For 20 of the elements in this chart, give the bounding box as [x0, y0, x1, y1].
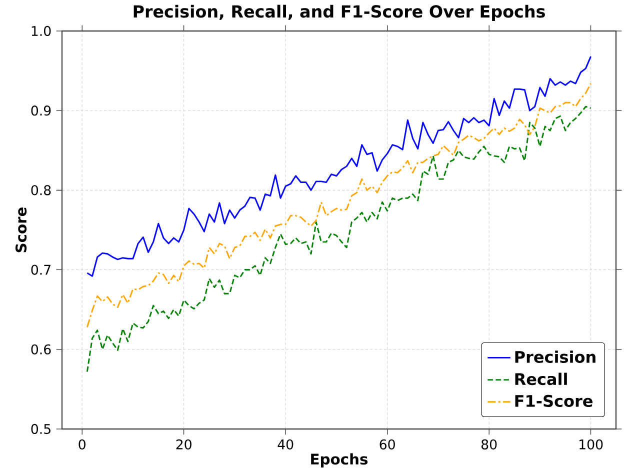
x-tick-label: 40 [278, 439, 294, 450]
y-tick-label: 0.7 [31, 264, 50, 275]
y-tick-label: 0.5 [31, 424, 50, 434]
x-tick-label: 60 [380, 439, 395, 450]
line-series [86, 82, 592, 328]
y-tick-label: 0.8 [31, 185, 51, 196]
x-tick-label: 0 [78, 439, 86, 450]
legend-label: F1-Score [515, 394, 592, 408]
legend-label: Precision [515, 350, 596, 363]
y-tick-label: 1.0 [32, 26, 51, 36]
x-tick-label: 80 [481, 439, 497, 450]
x-tick-label: 100 [580, 439, 603, 450]
y-tick-label: 0.9 [31, 106, 51, 116]
x-axis-title: Epochs [311, 453, 368, 468]
chart-title: Precision, Recall, and F1-Score Over Epochs [134, 4, 545, 21]
line-series [86, 56, 592, 277]
legend-label: Recall [515, 372, 567, 386]
y-axis-title: Score [16, 207, 27, 252]
y-tick-label: 0.6 [31, 344, 51, 354]
x-tick-label: 20 [176, 439, 192, 450]
